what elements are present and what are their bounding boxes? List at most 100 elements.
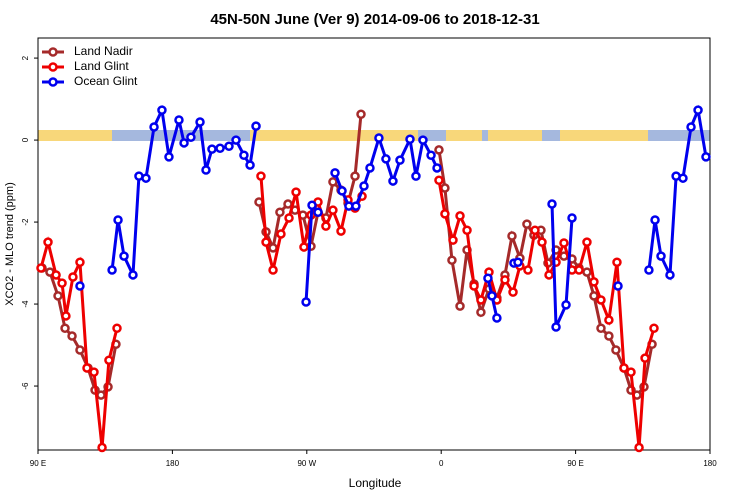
data-point [613,281,623,291]
data-point [405,134,415,145]
data-point [596,295,606,305]
legend-marker [48,62,58,72]
data-point [513,257,523,267]
data-point [60,323,70,333]
data-point [275,207,285,217]
data-point [201,165,211,175]
data-point [561,300,571,310]
data-point [51,270,61,280]
y-axis-label: XCO2 - MLO trend (ppm) [4,182,16,305]
x-axis-label: Longitude [349,476,402,490]
data-point [604,331,614,341]
data-point [381,154,391,164]
data-point [268,243,278,253]
data-point [701,152,711,162]
legend-label: Ocean Glint [74,74,138,88]
data-point [434,145,444,155]
data-point [107,265,117,275]
data-point [336,226,346,236]
data-point [53,291,63,301]
chart-title: 45N-50N June (Ver 9) 2014-09-06 to 2018-… [210,11,539,28]
data-point [299,242,309,252]
data-point [440,209,450,219]
data-point [328,205,338,215]
data-point [530,225,540,236]
data-point [104,355,114,365]
data-point [112,323,122,333]
x-tick-label: 90 W [297,459,316,468]
data-point [589,277,599,287]
data-point [67,331,77,341]
data-point [359,181,369,191]
data-point [43,237,53,247]
data-point [388,176,398,186]
data-point [195,117,205,127]
data-point [686,122,696,132]
data-point [268,265,278,275]
data-point [97,442,107,453]
data-point [179,138,189,148]
data-point [434,175,444,186]
data-point [224,141,234,151]
data-point [365,163,375,173]
data-point [455,211,465,221]
data-point [251,121,261,131]
data-point [283,199,293,209]
data-point [604,315,614,325]
data-point [426,150,436,160]
data-point [640,353,650,363]
data-point [174,115,184,125]
data-point [215,143,225,154]
data-point [507,231,517,241]
data-point [395,155,405,165]
data-point [61,311,71,321]
data-point [469,281,479,291]
legend-label: Land Glint [74,59,129,73]
data-point [291,187,301,197]
data-point [128,270,138,280]
legend-label: Land Nadir [74,44,133,58]
data-point [351,201,361,211]
data-point [307,200,317,211]
data-point [544,270,554,280]
data-point [411,171,421,181]
data-point [36,263,46,273]
series-line [437,179,656,448]
data-point [678,173,688,183]
data-point [164,152,174,162]
data-point [612,257,622,267]
data-point [207,144,217,154]
data-point [634,442,644,453]
y-tick-label: -6 [21,382,30,390]
data-point [447,255,457,265]
data-point [356,109,366,120]
data-point [559,238,569,248]
series-line [550,203,574,328]
data-point [476,307,486,318]
data-point [330,168,340,178]
data-point [284,213,294,223]
data-point [432,163,442,173]
data-point [487,291,497,301]
data-point [350,171,360,181]
data-point [611,345,621,355]
series-line [39,236,119,448]
data-point [57,278,67,288]
data-point [582,267,592,277]
data-point [231,135,241,145]
data-point [650,215,660,225]
x-tick-label: 180 [166,459,180,468]
data-point [75,257,85,267]
data-point [455,301,465,311]
data-point [119,251,129,261]
data-point [596,323,606,333]
data-point [574,265,584,275]
data-point [96,390,106,400]
plot-frame [37,37,711,451]
data-point [462,225,472,236]
land-ocean-strip [38,130,710,141]
data-point [149,122,159,132]
data-point [157,105,167,115]
x-tick-label: 90 E [30,459,46,468]
